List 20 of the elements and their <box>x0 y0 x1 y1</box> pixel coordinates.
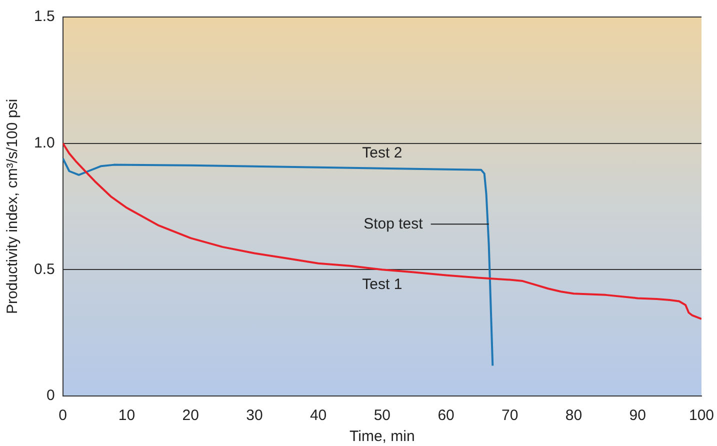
x-tick-label: 40 <box>310 407 327 424</box>
x-tick-label: 60 <box>438 407 454 424</box>
x-tick-label: 90 <box>629 407 646 424</box>
x-tick-label: 20 <box>182 407 199 424</box>
x-tick-label: 50 <box>374 407 391 424</box>
y-tick-label: 1.0 <box>34 134 55 152</box>
x-tick-label: 30 <box>246 407 263 424</box>
x-tick-label: 70 <box>502 407 518 424</box>
annotation: Stop test <box>364 215 424 232</box>
y-tick-label: 0 <box>46 387 55 404</box>
x-axis-title: Time, min <box>350 428 415 446</box>
x-tick-label: 10 <box>118 407 136 424</box>
series-label: Test 2 <box>362 144 402 162</box>
x-tick-label: 80 <box>565 407 582 424</box>
x-tick-label: 100 <box>688 407 714 424</box>
series-label: Test 1 <box>362 276 402 293</box>
x-tick-label: 0 <box>58 407 68 424</box>
y-tick-label: 0.5 <box>34 260 55 278</box>
y-axis-title: Productivity index, cm³/s/100 psi <box>4 98 22 314</box>
y-tick-label: 1.5 <box>34 8 55 26</box>
